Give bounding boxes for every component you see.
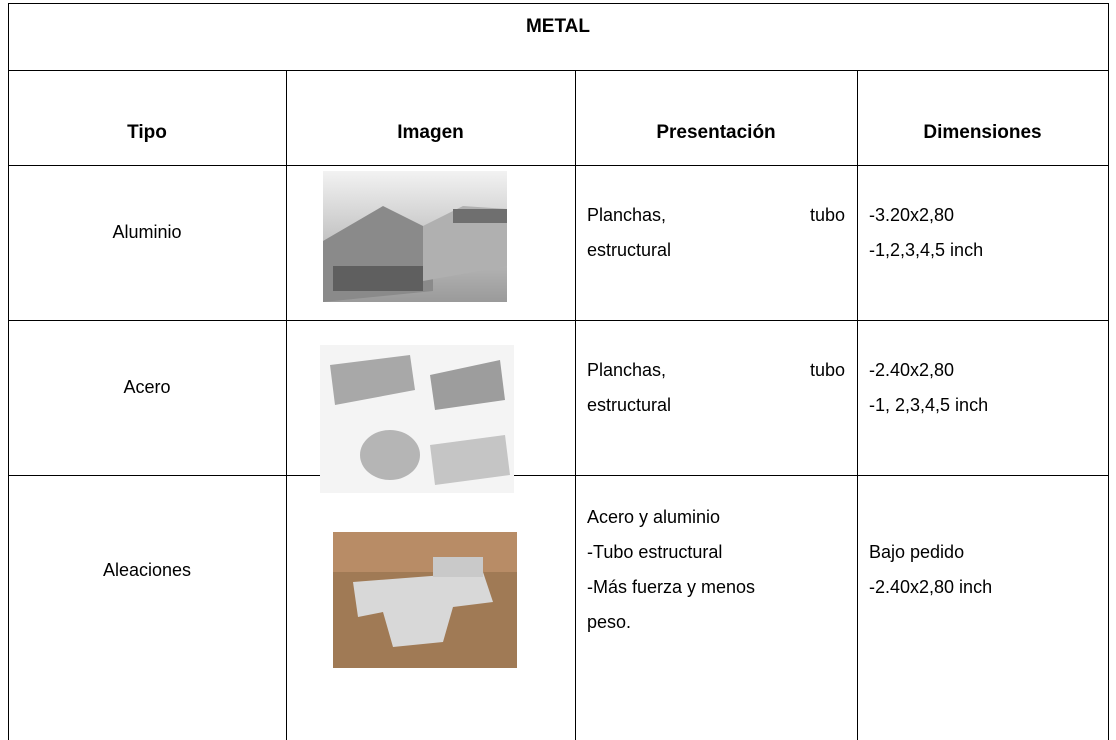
text-line: -2.40x2,80 [869, 359, 955, 380]
cell-tipo: Acero [123, 377, 171, 397]
cell-dimensiones: -3.20x2,80 -1,2,3,4,5 inch [857, 165, 1108, 300]
cell-presentacion: Acero y aluminio -Tubo estructural -Más fu… [575, 475, 857, 665]
rule [286, 70, 287, 740]
cell-tipo: Aluminio [112, 222, 182, 242]
text-line: estructural [587, 394, 672, 415]
text-line: estructural [587, 239, 672, 260]
image-aluminio [323, 171, 507, 302]
rule [8, 475, 1108, 476]
text-line: -Más fuerza y menos [587, 577, 756, 597]
rule [575, 70, 576, 740]
cell-tipo: Aleaciones [102, 559, 192, 580]
text-line: -1,2,3,4,5 inch [869, 239, 984, 260]
rule [8, 3, 9, 740]
cell-presentacion: Planchas, tubo estructural [575, 320, 857, 455]
column-header: Tipo [127, 122, 167, 143]
cell-dimensiones: Bajo pedido -2.40x2,80 inch [857, 475, 1108, 665]
text-line: Bajo pedido [869, 542, 965, 562]
cell-dimensiones: -2.40x2,80 -1, 2,3,4,5 inch [857, 320, 1108, 455]
text-line: Planchas, tubo [587, 204, 845, 225]
rule [8, 70, 1108, 71]
text-line: Acero y aluminio [587, 507, 721, 527]
text-line: peso. [587, 612, 632, 632]
text-line: -3.20x2,80 [869, 204, 955, 225]
image-aleaciones [333, 532, 517, 668]
column-header: Presentación [656, 122, 776, 143]
image-acero [320, 345, 514, 493]
cell-presentacion: Planchas, tubo estructural [575, 165, 857, 300]
column-header: Imagen [397, 122, 464, 143]
text-line: -Tubo estructural [587, 542, 723, 562]
text-line: -2.40x2,80 inch [869, 577, 993, 597]
text-line: Planchas, tubo [587, 359, 845, 380]
table-title: METAL [525, 15, 591, 37]
rule [8, 165, 1108, 166]
rule [857, 70, 858, 740]
rule [8, 320, 1108, 321]
text-line: -1, 2,3,4,5 inch [869, 394, 989, 415]
column-header: Dimensiones [923, 122, 1042, 143]
rule [1108, 3, 1109, 740]
rule [8, 3, 1108, 4]
